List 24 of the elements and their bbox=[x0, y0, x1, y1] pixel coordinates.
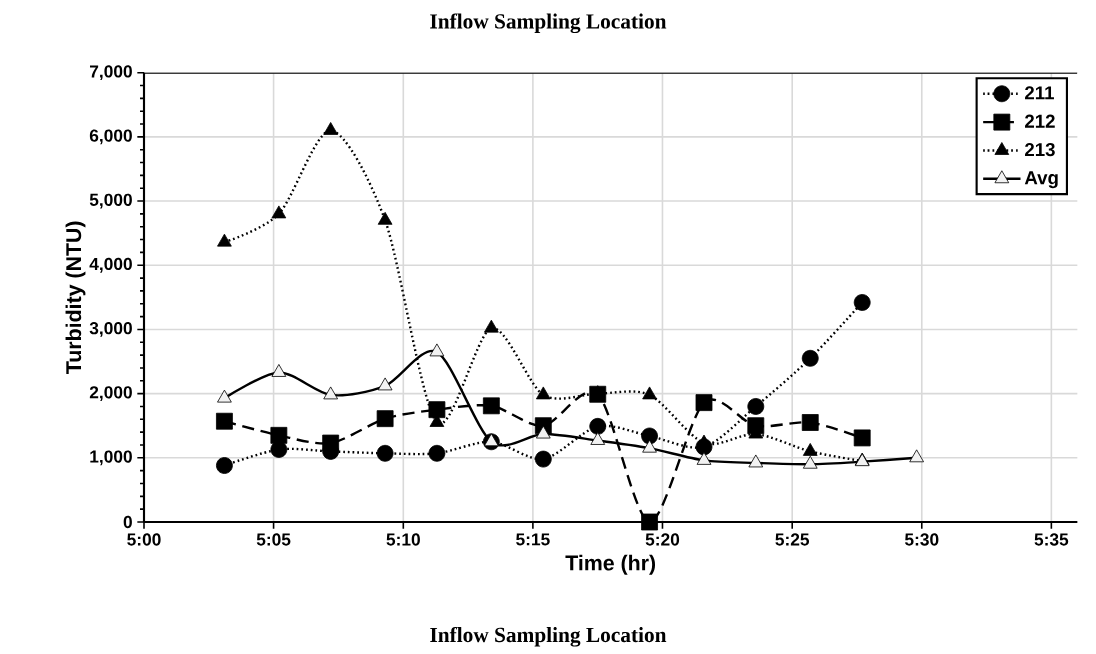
legend-label: Avg bbox=[1024, 171, 1058, 189]
y-tick-label: 7,000 bbox=[90, 65, 132, 81]
x-tick-label: 5:00 bbox=[127, 533, 161, 546]
x-tick-label: 5:35 bbox=[1034, 533, 1069, 546]
x-tick-label: 5:10 bbox=[386, 533, 420, 546]
y-tick-label: 0 bbox=[123, 515, 132, 529]
y-tick-label: 3,000 bbox=[89, 322, 132, 337]
y-tick-label: 1,000 bbox=[90, 450, 132, 466]
y-tick-label: 4,000 bbox=[89, 257, 132, 273]
legend-label: 213 bbox=[1025, 142, 1055, 157]
x-tick-label: 5:25 bbox=[775, 533, 810, 546]
y-axis-title: Turbidity (NTU) bbox=[65, 221, 86, 374]
x-tick-label: 5:20 bbox=[645, 533, 680, 546]
x-tick-label: 5:15 bbox=[516, 533, 550, 546]
legend-label: 212 bbox=[1025, 114, 1055, 128]
x-axis-title: Time (hr) bbox=[565, 554, 656, 575]
chart-title: Inflow Sampling Location bbox=[430, 13, 667, 34]
x-tick-label: 5:30 bbox=[904, 533, 939, 546]
legend-label: 211 bbox=[1025, 86, 1054, 100]
text: Inflow Sampling Location bbox=[430, 626, 667, 647]
x-tick-label: 5:05 bbox=[256, 533, 291, 546]
y-tick-label: 5,000 bbox=[89, 193, 132, 209]
y-tick-label: 6,000 bbox=[89, 129, 132, 145]
y-tick-label: 2,000 bbox=[89, 386, 132, 402]
